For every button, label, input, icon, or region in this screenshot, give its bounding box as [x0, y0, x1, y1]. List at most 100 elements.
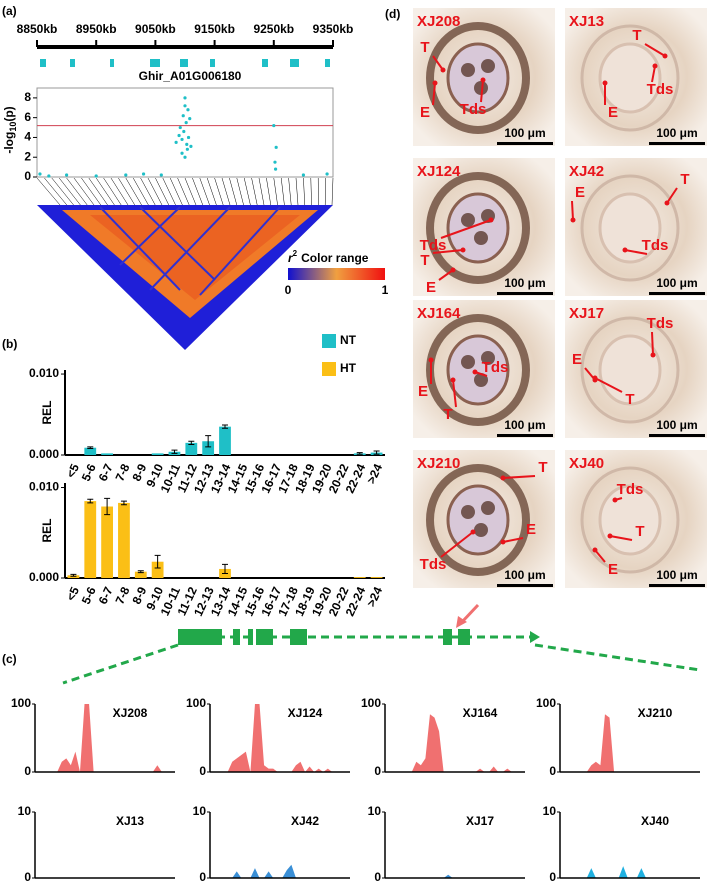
y-tick-label: 10 [543, 804, 557, 818]
ld-connector [258, 177, 265, 206]
snp-point [177, 133, 181, 138]
x-tick-label: 9050kb [135, 22, 176, 36]
x-tick-label: 8850kb [17, 22, 58, 36]
snp-point [180, 151, 184, 155]
y-tick-label: 0.000 [29, 570, 59, 584]
x-tick-label: 6-7 [96, 461, 116, 483]
annotation: E [420, 104, 430, 121]
micrograph: XJ13 T Tds E 100 μm [565, 8, 707, 146]
ld-connector [51, 177, 74, 206]
gene-block [290, 59, 299, 67]
ld-connector [132, 177, 149, 206]
snp-point [184, 121, 188, 125]
ld-connector [162, 177, 176, 206]
arrow [594, 377, 623, 393]
snp-point [182, 129, 186, 134]
snp-point [94, 174, 98, 178]
x-tick-label: 9150kb [194, 22, 235, 36]
cell [474, 373, 488, 387]
cell [481, 501, 495, 515]
ld-connector [140, 177, 156, 206]
sample-name: XJ124 [417, 163, 461, 180]
ld-connector [44, 177, 67, 206]
y-tick-label: 0 [374, 870, 381, 884]
arrow-head [607, 533, 613, 539]
arrow [651, 331, 654, 356]
sample-name: XJ40 [569, 455, 604, 472]
annotation: T [635, 523, 644, 540]
tissue-core [446, 42, 510, 114]
x-tick-label: 9250kb [253, 22, 294, 36]
scale-bar-label: 100 μm [504, 126, 545, 140]
snp-point [124, 173, 128, 177]
annotation: Tds [647, 81, 674, 98]
arrow-head [450, 377, 456, 383]
annotation: Tds [420, 237, 447, 254]
snp-point [272, 123, 276, 128]
snp-point [38, 172, 42, 176]
sample-name: XJ40 [641, 814, 669, 828]
ld-connector [95, 177, 115, 206]
bar [202, 441, 215, 455]
tissue-core [446, 334, 510, 406]
color-range-bar [288, 268, 385, 280]
x-tick-label: 8-9 [129, 461, 149, 483]
sample-name: XJ208 [113, 706, 148, 720]
gene-block [210, 59, 215, 67]
arrow [480, 79, 484, 103]
ld-connector [155, 177, 170, 206]
gene-block [70, 59, 75, 67]
arrow-head [650, 352, 656, 358]
sample-name: XJ13 [569, 13, 604, 30]
sample-name: XJ164 [417, 305, 461, 322]
micrograph: XJ164 ET Tds 100 μm [413, 300, 555, 438]
coverage-area [39, 704, 171, 772]
bar [118, 502, 130, 578]
arrow [594, 549, 606, 563]
sample-name: XJ42 [569, 163, 604, 180]
scale-bar-label: 100 μm [656, 568, 697, 582]
tissue-core [598, 334, 662, 406]
scale-bar [649, 142, 705, 145]
y-tick-label: 0.010 [29, 366, 59, 380]
ld-connector [266, 177, 272, 206]
error-bar [171, 449, 178, 454]
scale-bar [497, 142, 553, 145]
bar [84, 501, 97, 578]
ld-connector [88, 177, 108, 206]
snp-point [47, 174, 51, 178]
cell [461, 505, 475, 519]
x-tick-label: >24 [364, 461, 385, 486]
ld-connector [214, 177, 224, 206]
y-tick-label: 100 [361, 696, 381, 710]
arrow [502, 537, 524, 543]
arrow-head [602, 80, 608, 86]
bar [151, 561, 164, 578]
arrow [624, 249, 648, 255]
y-axis-label: -log10(p) [2, 106, 18, 153]
annotation: Tds [482, 359, 509, 376]
x-tick-label: 8950kb [76, 22, 117, 36]
scale-bar [497, 584, 553, 587]
ld-connector [192, 177, 204, 206]
snp-point [189, 144, 193, 148]
bar [219, 426, 231, 455]
y-tick-label: 100 [536, 696, 556, 710]
y-tick-label: 100 [11, 696, 31, 710]
arrow-head [428, 357, 434, 363]
arrow-head [480, 77, 486, 83]
snp-point [65, 173, 69, 177]
ld-connector [169, 177, 183, 206]
annotation: T [680, 171, 689, 188]
x-tick-label: 8-9 [129, 584, 149, 606]
arrow-head [432, 80, 438, 86]
snp-point [185, 147, 189, 151]
annotation: Tds [647, 315, 674, 332]
scale-bar [649, 434, 705, 437]
snp-point [159, 173, 163, 177]
arrow [651, 65, 656, 83]
sample-name: XJ124 [288, 706, 323, 720]
snp-point [183, 155, 187, 159]
arrow-head [652, 63, 658, 69]
y-tick-label: 0 [549, 870, 556, 884]
